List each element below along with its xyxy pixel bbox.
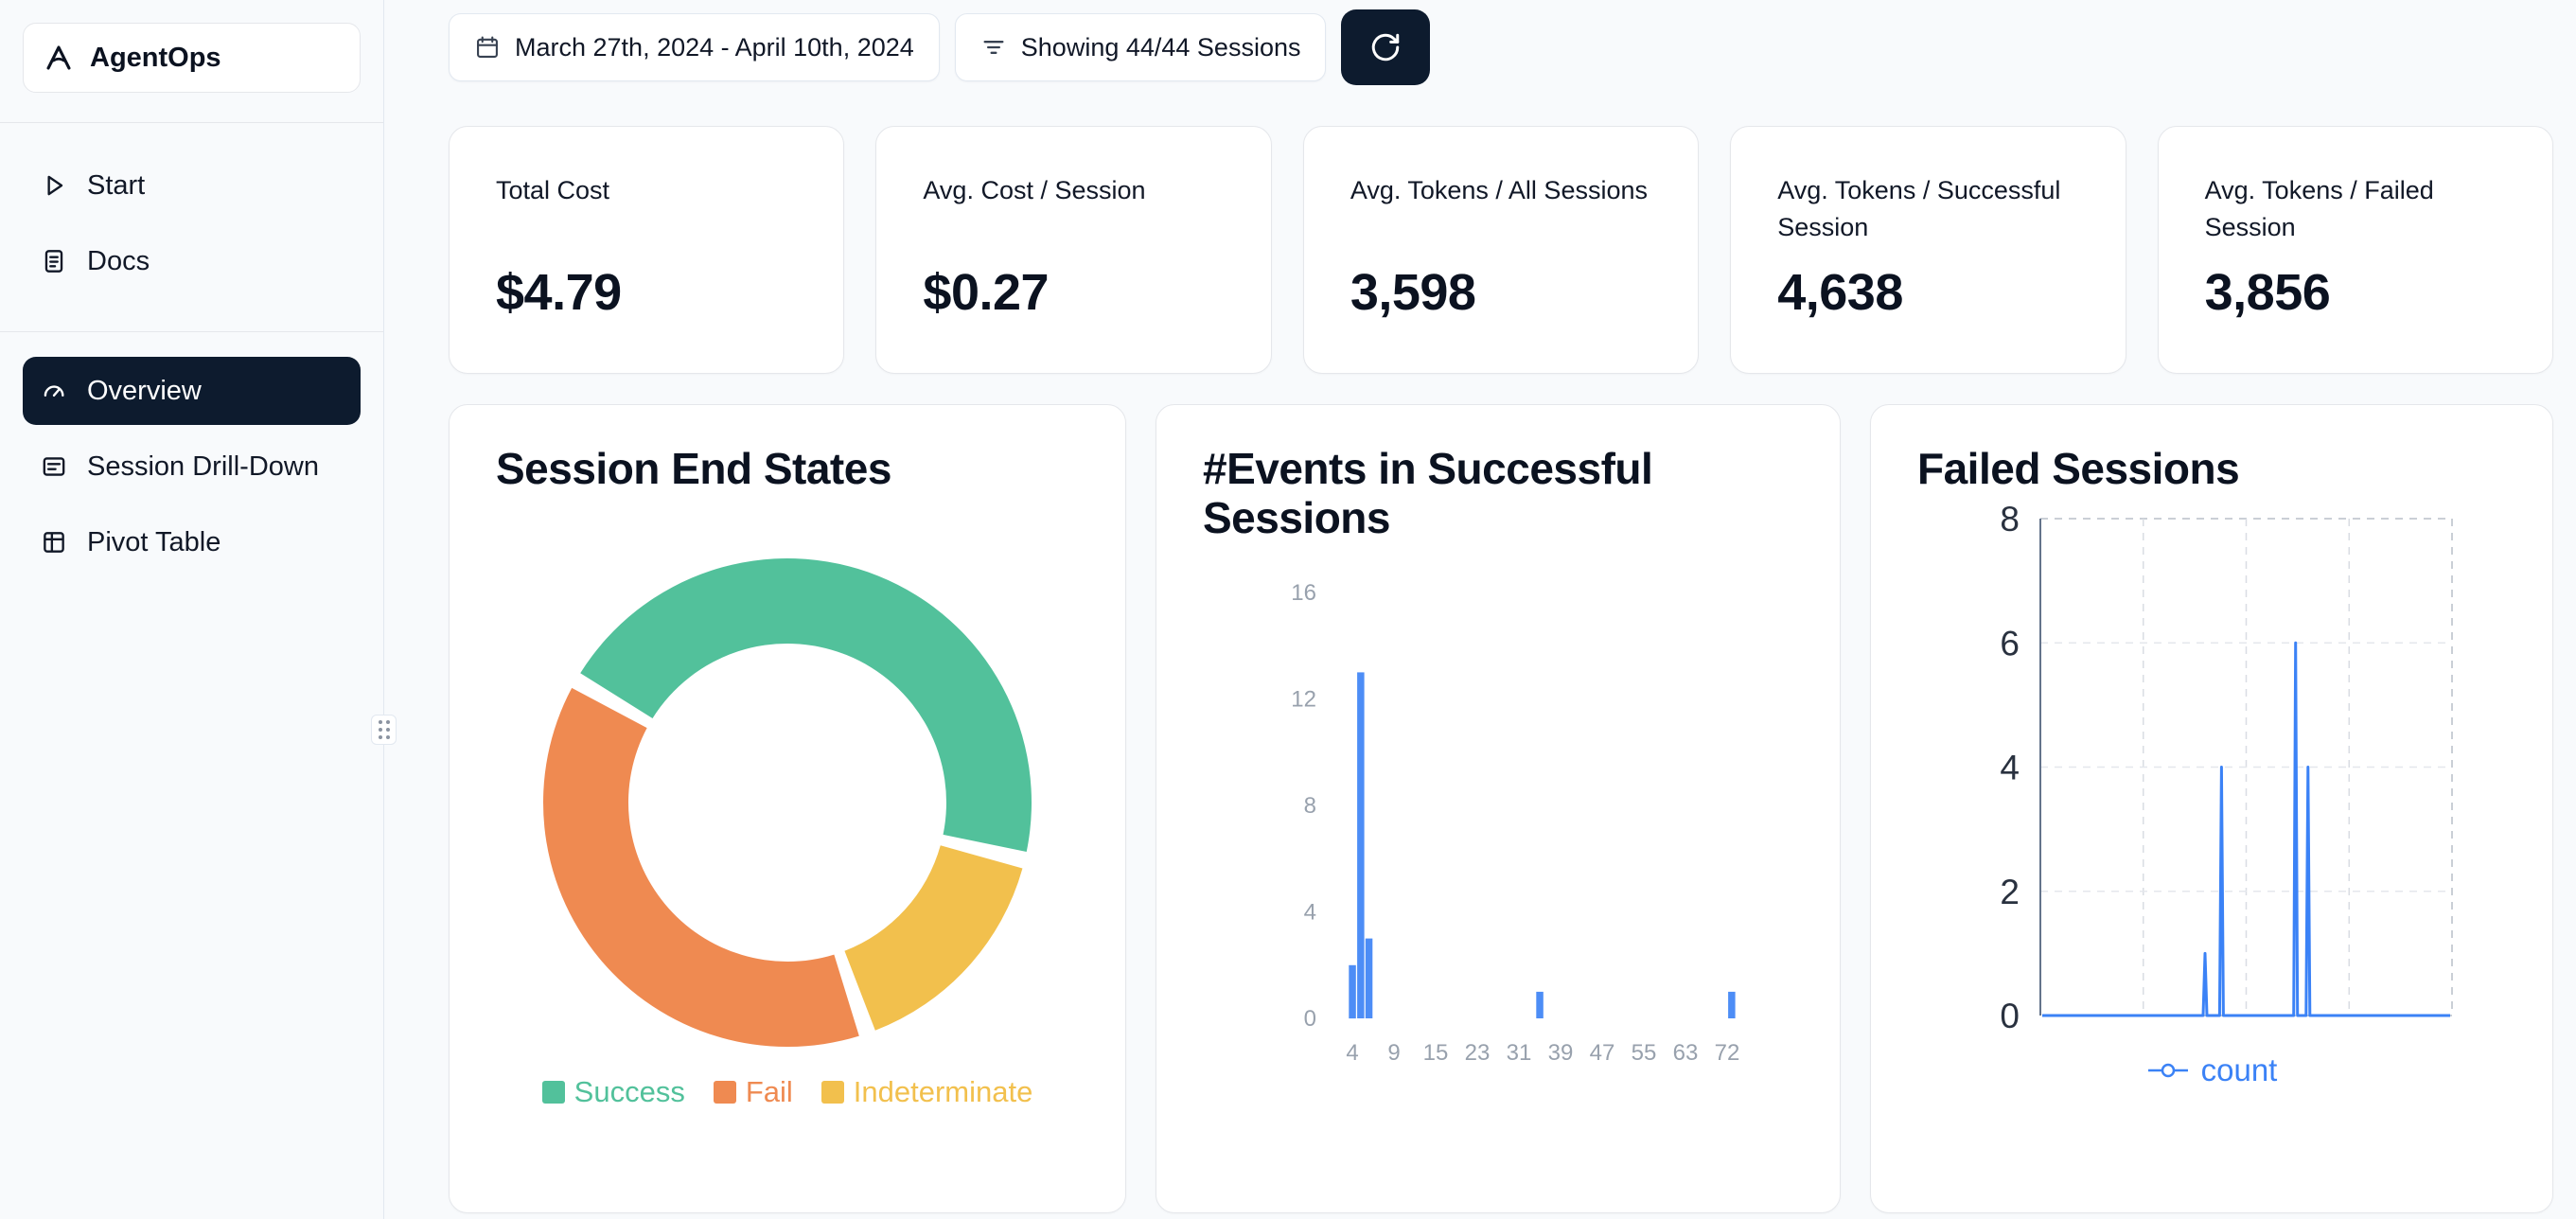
- failed-sessions-card: Failed Sessions 0 2 4 6 8 count: [1870, 404, 2553, 1213]
- play-icon: [47, 175, 63, 196]
- svg-text:39: 39: [1548, 1040, 1574, 1066]
- donut-legend: Success Fail Indeterminate: [496, 1075, 1079, 1109]
- svg-text:8: 8: [2000, 500, 2020, 539]
- events-in-successful-sessions-card: #Events in Successful Sessions 0 4 8 12 16 4 9…: [1156, 404, 1841, 1213]
- line-chart-wrap: 0 2 4 6 8: [1917, 500, 2506, 1049]
- svg-text:16: 16: [1291, 580, 1316, 606]
- app-title: AgentOps: [90, 42, 221, 73]
- legend-swatch: [541, 1080, 565, 1104]
- svg-text:2: 2: [2000, 873, 2020, 911]
- sidebar-item-docs[interactable]: Docs: [23, 227, 361, 295]
- stat-value: $0.27: [923, 264, 1050, 321]
- count-legend-item[interactable]: count: [1917, 1052, 2506, 1088]
- count-line-marker-icon: [2147, 1063, 2188, 1078]
- charts-row: Session End States Success Fail Indetermin…: [449, 404, 2553, 1213]
- svg-text:9: 9: [1387, 1040, 1400, 1066]
- sidebar-item-start[interactable]: Start: [23, 151, 361, 220]
- legend-swatch: [820, 1080, 844, 1104]
- svg-text:72: 72: [1715, 1040, 1740, 1066]
- sidebar-item-label: Pivot Table: [87, 526, 221, 557]
- stat-title: Avg. Cost / Session: [923, 176, 1146, 204]
- svg-text:4: 4: [1304, 899, 1316, 925]
- svg-text:4: 4: [2000, 748, 2020, 786]
- sidebar-item-session-drill-down[interactable]: Session Drill-Down: [23, 433, 361, 501]
- topbar: March 27th, 2024 - April 10th, 2024 Show…: [449, 9, 2553, 86]
- svg-text:0: 0: [2000, 997, 2020, 1035]
- sidebar-nav-main: Overview Session Drill-Down Pivot Table: [0, 332, 383, 576]
- legend-label: Success: [573, 1074, 685, 1108]
- events-bar-chart: 0 4 8 12 16 4 9 15 23 31 39 47 55 63 72: [1291, 580, 1740, 1066]
- refresh-button[interactable]: [1341, 9, 1431, 85]
- sidebar-item-label: Docs: [87, 245, 150, 276]
- sidebar-item-overview[interactable]: Overview: [23, 357, 361, 425]
- date-range-label: March 27th, 2024 - April 10th, 2024: [515, 32, 914, 62]
- filter-icon: [983, 41, 1004, 54]
- sidebar-item-label: Overview: [87, 375, 202, 406]
- svg-text:63: 63: [1673, 1040, 1699, 1066]
- stat-title: Avg. Tokens / Failed Session: [2204, 176, 2434, 242]
- donut-chart-wrap: [496, 538, 1079, 1068]
- chart-title: #Events in Successful Sessions: [1203, 444, 1653, 542]
- legend-label: Fail: [745, 1074, 793, 1108]
- stat-card-avg-cost-session: Avg. Cost / Session $0.27: [875, 126, 1272, 374]
- svg-text:12: 12: [1291, 686, 1316, 712]
- agentops-logo-icon: [46, 45, 71, 70]
- legend-item-indeterminate[interactable]: Indeterminate: [820, 1074, 1033, 1109]
- svg-text:6: 6: [2000, 624, 2020, 662]
- sidebar-item-label: Start: [87, 169, 146, 201]
- stat-value: 3,598: [1350, 264, 1476, 321]
- sessions-icon: [43, 457, 65, 476]
- svg-text:47: 47: [1590, 1040, 1615, 1066]
- sidebar-resize-handle[interactable]: [371, 715, 397, 745]
- docs-icon: [44, 250, 63, 273]
- svg-text:4: 4: [1346, 1040, 1358, 1066]
- stat-card-avg-tokens-all: Avg. Tokens / All Sessions 3,598: [1302, 126, 1700, 374]
- stat-value: 4,638: [1777, 264, 1903, 321]
- stat-card-avg-tokens-successful: Avg. Tokens / Successful Session 4,638: [1730, 126, 2126, 374]
- legend-label: Indeterminate: [853, 1074, 1033, 1108]
- date-range-button[interactable]: March 27th, 2024 - April 10th, 2024: [449, 13, 940, 81]
- chart-title: Failed Sessions: [1917, 444, 2240, 493]
- sidebar-nav-top: Start Docs: [0, 123, 383, 295]
- stat-value: 3,856: [2204, 264, 2331, 321]
- svg-text:31: 31: [1507, 1040, 1532, 1066]
- sidebar-item-label: Session Drill-Down: [87, 450, 319, 482]
- refresh-icon: [1372, 33, 1400, 62]
- failed-sessions-line-chart: 0 2 4 6 8: [2000, 500, 2453, 1035]
- stat-card-total-cost: Total Cost $4.79: [449, 126, 845, 374]
- svg-text:0: 0: [1304, 1006, 1316, 1032]
- legend-swatch: [713, 1080, 736, 1104]
- count-legend-label: count: [2200, 1051, 2278, 1087]
- svg-text:8: 8: [1304, 793, 1316, 819]
- svg-text:15: 15: [1423, 1040, 1449, 1066]
- bar-chart-wrap: 0 4 8 12 16 4 9 15 23 31 39 47 55 63 72: [1203, 564, 1793, 1075]
- stat-value: $4.79: [496, 264, 622, 321]
- sidebar-item-pivot-table[interactable]: Pivot Table: [23, 508, 361, 576]
- logo-card[interactable]: AgentOps: [23, 23, 361, 93]
- main-content: March 27th, 2024 - April 10th, 2024 Show…: [384, 0, 2576, 1219]
- stat-title: Total Cost: [496, 176, 610, 204]
- calendar-icon: [477, 36, 498, 58]
- gauge-icon: [44, 385, 64, 397]
- legend-item-fail[interactable]: Fail: [713, 1074, 793, 1109]
- svg-text:23: 23: [1465, 1040, 1491, 1066]
- sidebar: AgentOps Start Docs: [0, 0, 397, 1219]
- svg-text:55: 55: [1632, 1040, 1657, 1066]
- stat-card-avg-tokens-failed: Avg. Tokens / Failed Session 3,856: [2157, 126, 2554, 374]
- sidebar-divider: [0, 331, 383, 332]
- stat-title: Avg. Tokens / All Sessions: [1350, 176, 1648, 204]
- session-filter-button[interactable]: Showing 44/44 Sessions: [954, 13, 1327, 81]
- session-end-states-card: Session End States Success Fail Indetermin…: [449, 404, 1126, 1213]
- chart-title: Session End States: [496, 444, 891, 493]
- sidebar-divider: [0, 122, 383, 123]
- pivot-icon: [44, 532, 64, 553]
- stat-title: Avg. Tokens / Successful Session: [1777, 176, 2061, 242]
- stats-row: Total Cost $4.79 Avg. Cost / Session $0.…: [449, 126, 2554, 374]
- session-filter-label: Showing 44/44 Sessions: [1020, 32, 1301, 62]
- session-end-states-donut-chart: [543, 557, 1032, 1047]
- legend-item-success[interactable]: Success: [541, 1074, 685, 1109]
